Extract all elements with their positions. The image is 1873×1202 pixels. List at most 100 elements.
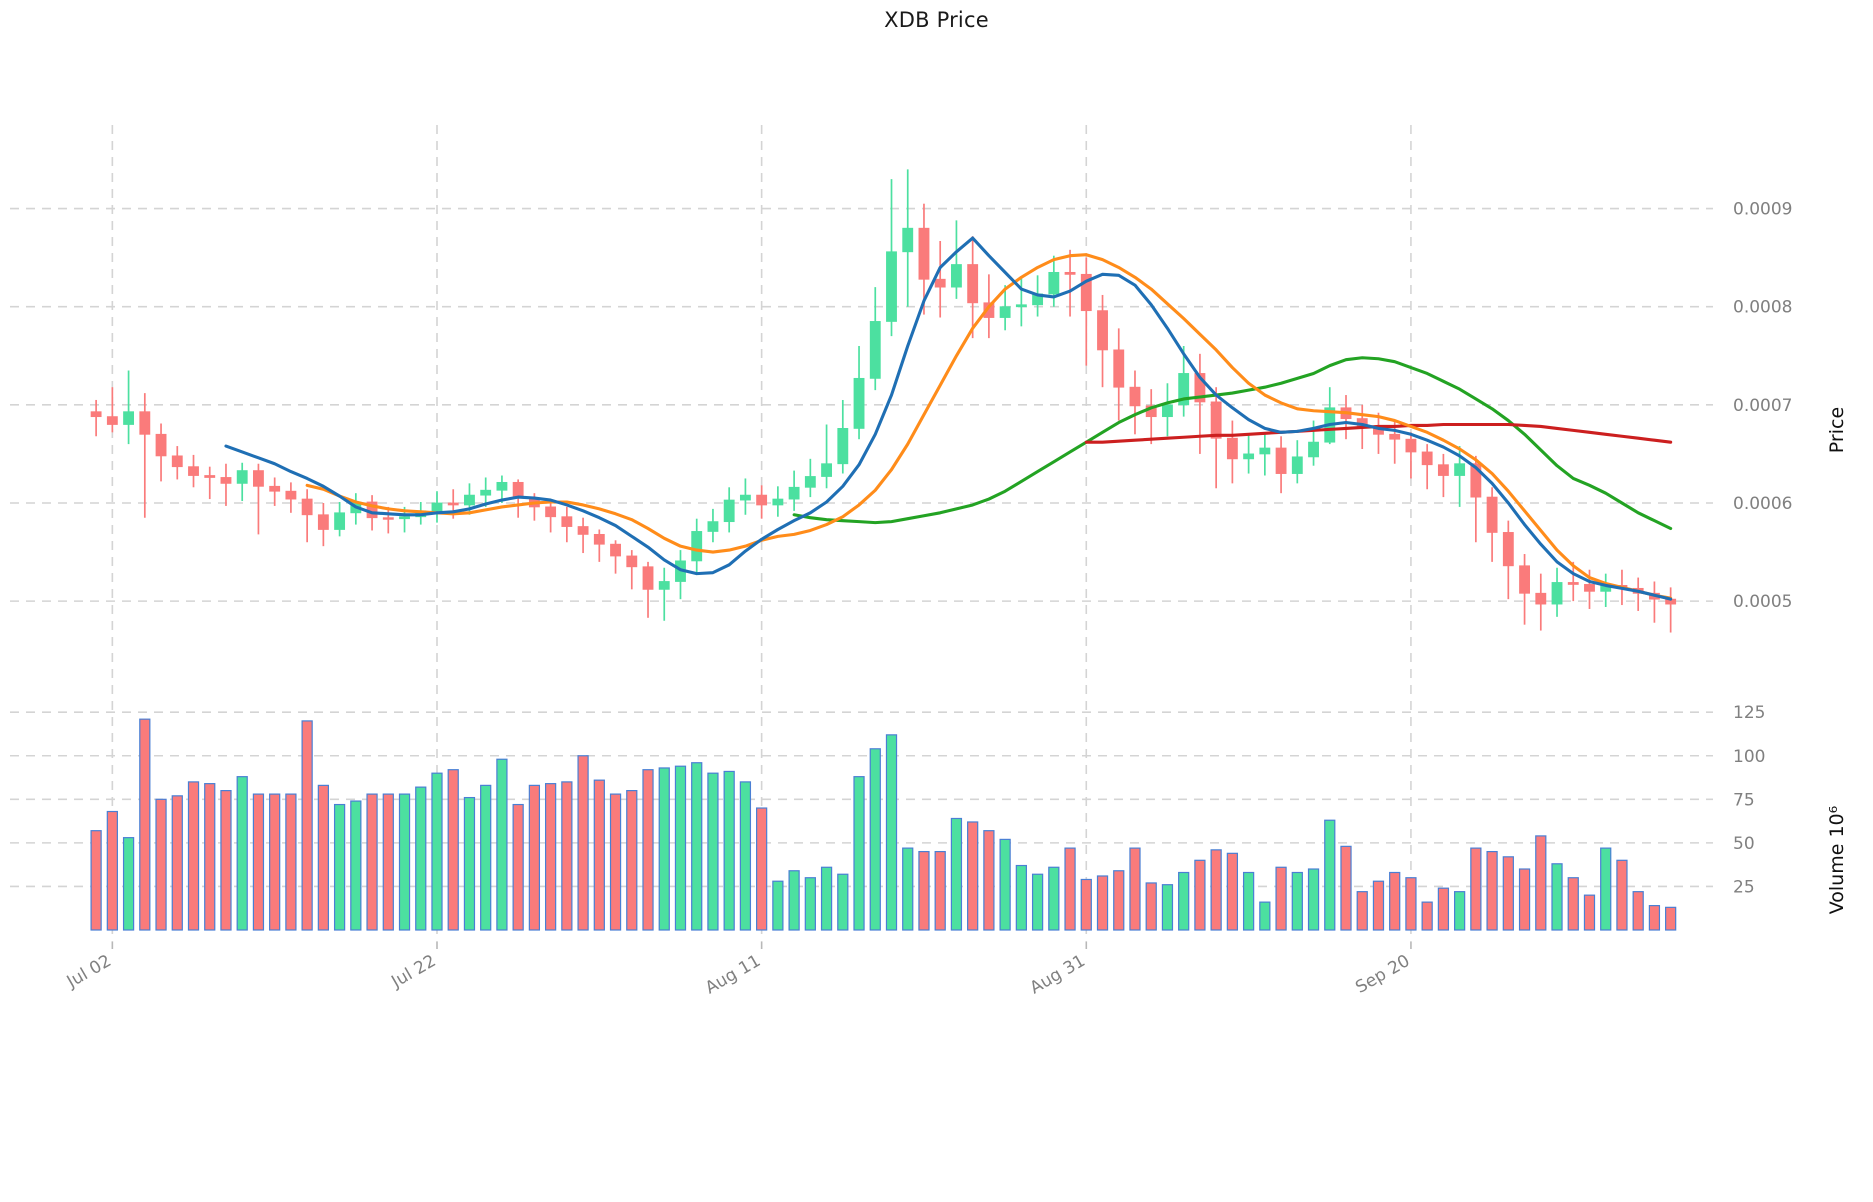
candle-body: [236, 470, 248, 484]
candle-body: [480, 489, 492, 496]
volume-bar: [788, 870, 800, 931]
candle-body: [171, 455, 183, 468]
volume-bar: [626, 790, 638, 931]
ma-long-line: [792, 356, 1673, 531]
moving-average-lines: [224, 236, 1673, 601]
volume-bar: [1632, 891, 1644, 931]
volume-axis-ticks: 125 100 75 50 25: [1733, 703, 1765, 897]
volume-bar: [1080, 878, 1092, 931]
candle-body: [123, 411, 135, 425]
candle-body: [1194, 373, 1206, 403]
candle-body: [1080, 273, 1092, 312]
candle-body: [610, 543, 621, 557]
candle-body: [1308, 441, 1319, 458]
volume-bar: [122, 837, 135, 931]
x-tick-label: Jul 02: [63, 951, 115, 993]
volume-bar: [544, 783, 557, 931]
volume-bar: [804, 877, 816, 931]
volume-bar: [1031, 873, 1044, 931]
candle-body: [447, 502, 459, 506]
candle-body: [1210, 401, 1222, 439]
candle-body: [821, 463, 833, 477]
candle-body: [1275, 447, 1287, 474]
price-axis-title: Price: [1826, 407, 1848, 453]
volume-bar: [1535, 835, 1547, 931]
candle-body: [1226, 437, 1238, 460]
volume-bar: [967, 821, 979, 931]
price-tick-label: 0.0007: [1733, 396, 1792, 416]
volume-bar: [90, 830, 102, 931]
ma-mid-line: [305, 253, 1673, 600]
volume-bar: [139, 718, 151, 931]
candle-body: [1015, 304, 1027, 308]
volume-bar: [674, 765, 687, 931]
volume-bar: [1096, 875, 1109, 931]
candle-body: [1097, 310, 1108, 351]
price-tick-label: 0.0005: [1733, 592, 1792, 612]
candle-body: [853, 377, 865, 429]
candle-body: [756, 494, 768, 506]
volume-bar: [204, 783, 216, 931]
candle-body: [642, 566, 654, 590]
candle-body: [382, 517, 394, 520]
candle-body: [1437, 464, 1449, 476]
volume-bar: [1389, 871, 1401, 931]
candle-body: [967, 264, 979, 304]
chart-title: XDB Price: [884, 8, 989, 32]
volume-bar: [447, 769, 459, 931]
candle-body: [983, 302, 995, 318]
volume-bar: [1437, 887, 1450, 931]
x-axis-ticks: Jul 02 Jul 22 Aug 11 Aug 31 Sep 20: [63, 951, 1414, 998]
volume-bar: [398, 793, 411, 931]
x-tick-label: Sep 20: [1352, 951, 1413, 998]
candle-body: [545, 506, 557, 518]
volume-bar: [1307, 868, 1320, 931]
volume-bar: [1470, 847, 1482, 931]
volume-bar: [593, 779, 605, 931]
volume-bar: [918, 850, 930, 931]
candle-body: [334, 512, 346, 530]
volume-bars: [90, 718, 1677, 931]
volume-bar: [1324, 819, 1336, 931]
price-tick-label: 0.0008: [1733, 298, 1792, 318]
candle-body: [707, 521, 719, 532]
volume-bar: [1372, 880, 1385, 931]
candle-body: [593, 533, 605, 545]
candle-body: [204, 475, 216, 478]
volume-bar: [106, 810, 118, 931]
candle-body: [886, 251, 897, 322]
candle-body: [220, 477, 232, 484]
candle-body: [269, 485, 281, 492]
candle-body: [90, 411, 102, 418]
volume-bar: [707, 772, 719, 931]
volume-bar: [756, 807, 768, 931]
candle-body: [1535, 592, 1547, 605]
volume-bar: [496, 758, 508, 931]
volume-bar: [155, 798, 167, 931]
price-axis-ticks: 0.0009 0.0008 0.0007 0.0006 0.0005: [1733, 200, 1792, 613]
candle-body: [139, 411, 151, 435]
candle-body: [317, 514, 329, 530]
volume-bar: [950, 817, 963, 931]
volume-bar: [1486, 850, 1498, 931]
volume-tick-label: 75: [1733, 790, 1755, 810]
x-tick-label: Aug 11: [702, 951, 764, 998]
volume-bar: [317, 784, 330, 931]
volume-bar: [691, 762, 703, 931]
volume-bar: [658, 767, 670, 931]
candle-body: [285, 490, 297, 500]
candle-body: [902, 227, 914, 253]
candle-body: [1064, 271, 1076, 275]
volume-bar: [1259, 901, 1271, 931]
candle-body: [837, 428, 849, 465]
volume-bar: [1356, 891, 1368, 931]
candle-body: [1567, 582, 1579, 585]
candle-body: [723, 499, 735, 523]
price-tick-label: 0.0006: [1733, 494, 1792, 514]
volume-bar: [902, 847, 914, 931]
candle-body: [1470, 463, 1482, 498]
volume-bar: [1421, 901, 1433, 931]
volume-bar: [1551, 863, 1563, 931]
volume-bar: [350, 800, 362, 931]
